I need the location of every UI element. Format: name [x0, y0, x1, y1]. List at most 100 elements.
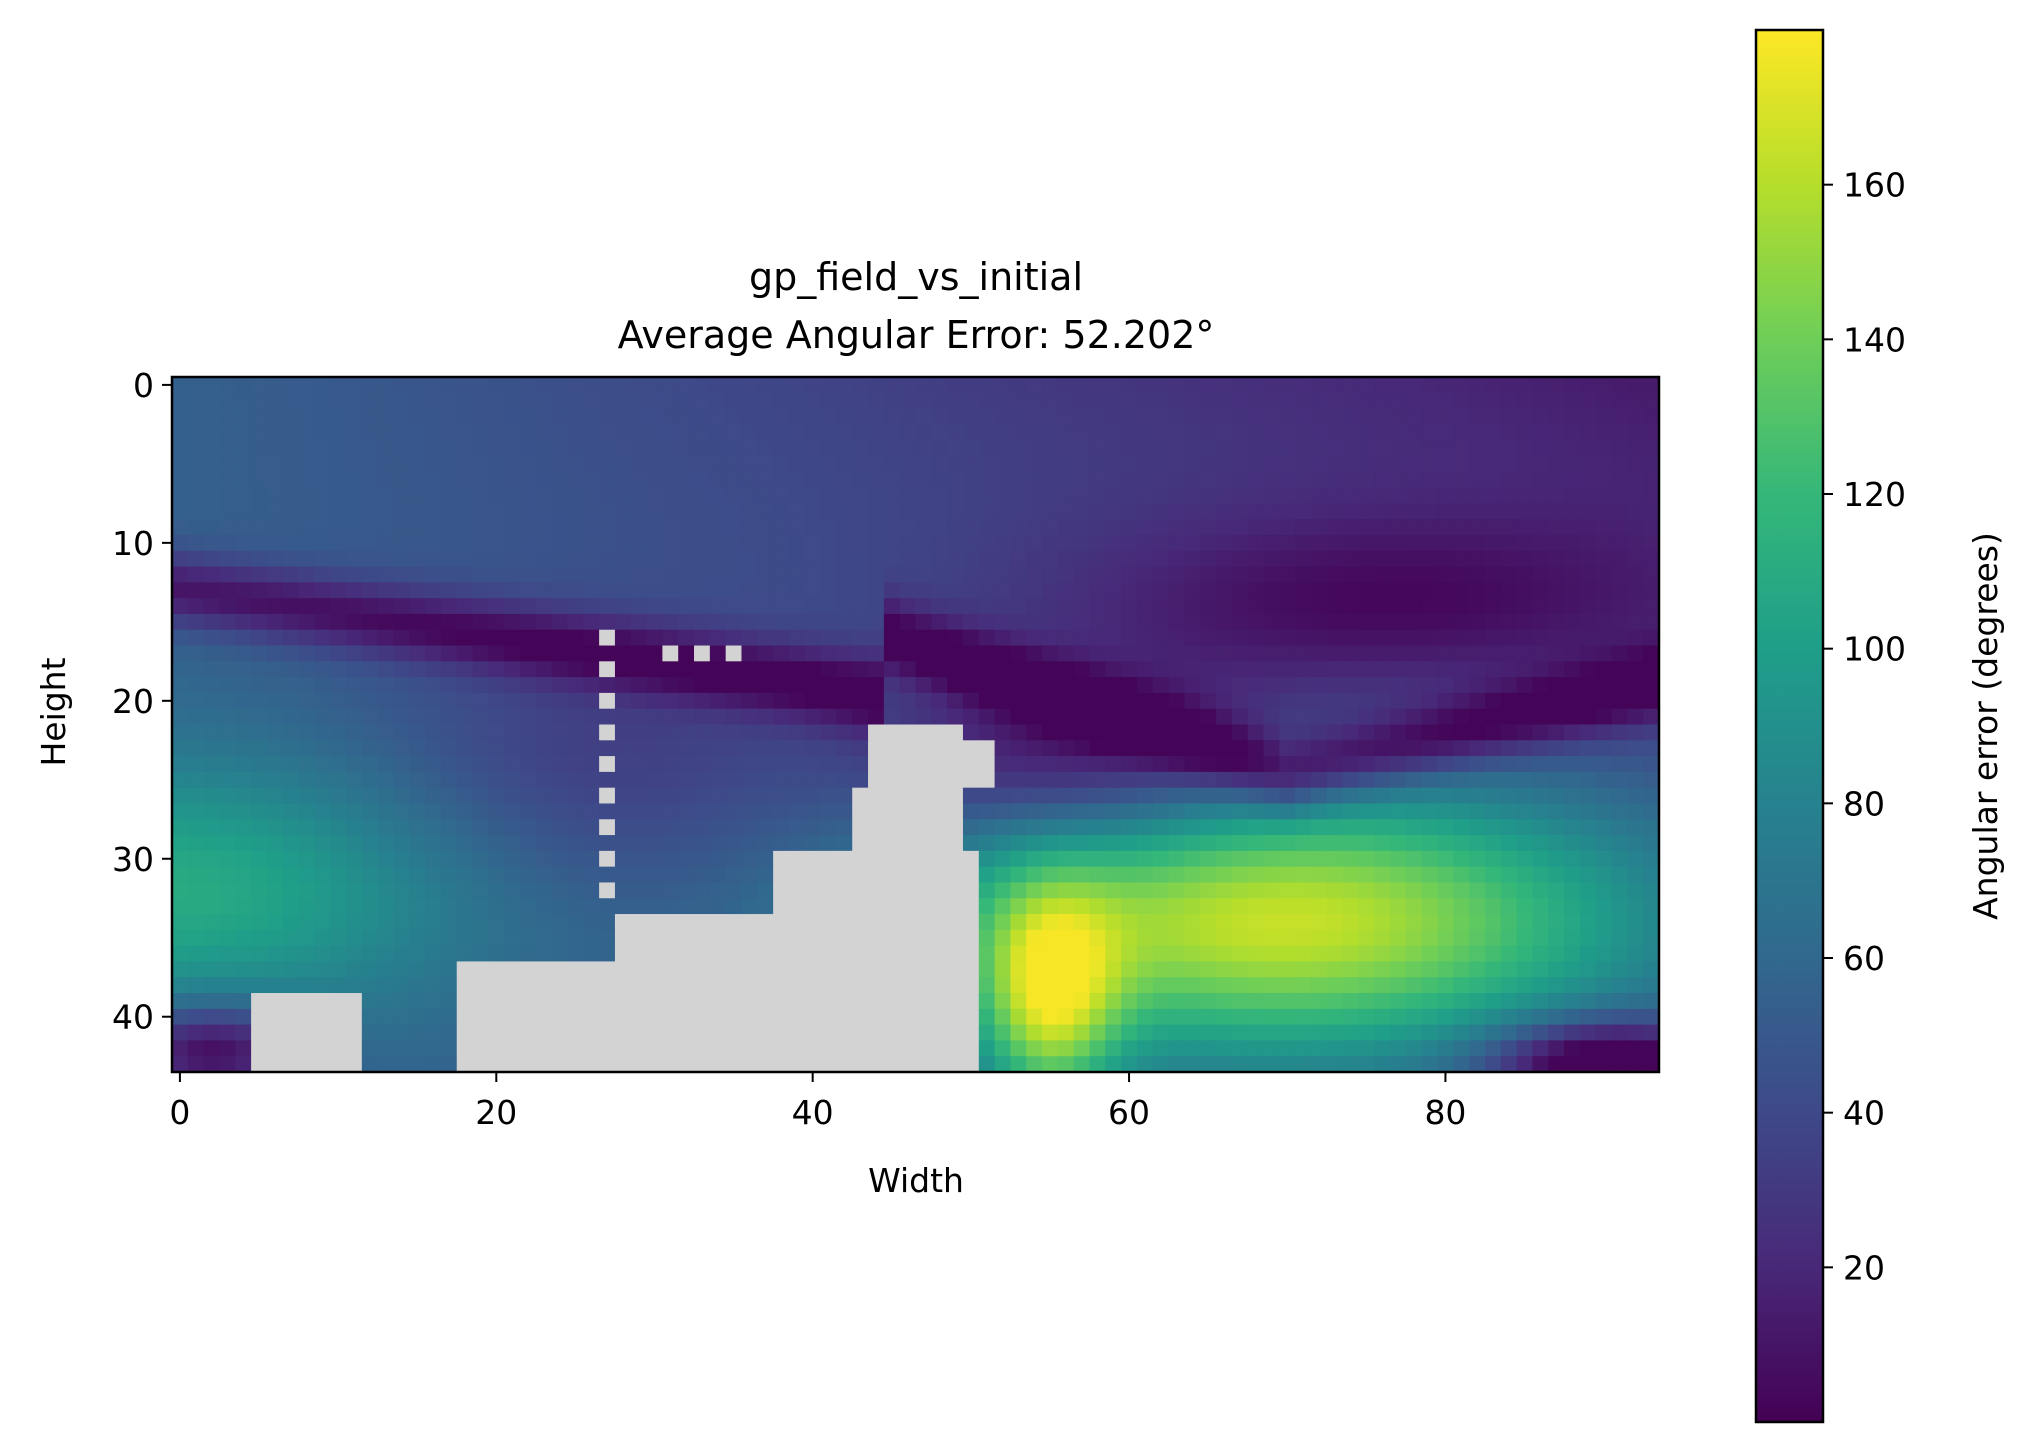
heatmap-cell [1469, 440, 1486, 457]
heatmap-cell [377, 866, 395, 884]
heatmap-cell [1136, 598, 1154, 615]
heatmap-cell [1437, 408, 1454, 425]
heatmap-cell [1342, 835, 1360, 852]
heatmap-cell [1390, 945, 1407, 963]
heatmap-cell [994, 487, 1012, 504]
heatmap-cell [899, 835, 917, 852]
x-axis: 0 20 40 60 80 [169, 1072, 1466, 1132]
heatmap-cell [1643, 882, 1659, 899]
heatmap-cell [962, 866, 980, 884]
heatmap-cell [1421, 756, 1439, 773]
heatmap-cell [520, 613, 537, 631]
heatmap-cell [757, 534, 774, 552]
heatmap-cell [1500, 645, 1518, 662]
heatmap-cell [409, 613, 426, 631]
heatmap-cell [535, 708, 553, 726]
heatmap-cell [1247, 598, 1265, 615]
heatmap-cell [646, 945, 663, 963]
heatmap-cell [630, 582, 648, 599]
heatmap-cell [1105, 724, 1122, 741]
heatmap-cell [1374, 692, 1391, 710]
heatmap-cell [1437, 392, 1454, 410]
heatmap-cell [1326, 534, 1344, 552]
heatmap-cell [1390, 534, 1407, 552]
heatmap-cell [472, 455, 489, 473]
heatmap-cell [551, 740, 569, 757]
heatmap-cell [1453, 771, 1470, 789]
heatmap-cell [1121, 866, 1138, 884]
heatmap-cell [203, 550, 221, 568]
heatmap-cell [1010, 613, 1027, 631]
heatmap-cell [694, 914, 711, 931]
heatmap-cell [361, 582, 379, 599]
heatmap-cell [1184, 882, 1201, 899]
heatmap-cell [219, 377, 236, 394]
heatmap-cell [472, 803, 489, 820]
heatmap-cell [1152, 740, 1170, 757]
heatmap-cell [788, 645, 806, 662]
heatmap-cell [1643, 1056, 1659, 1072]
heatmap-cell [583, 756, 600, 773]
heatmap-cell [978, 819, 996, 836]
heatmap-cell [488, 993, 505, 1010]
heatmap-cell [1326, 898, 1344, 915]
heatmap-cell [456, 487, 474, 504]
heatmap-cell [567, 408, 584, 425]
heatmap-cell [646, 645, 663, 662]
heatmap-cell [836, 677, 853, 694]
heatmap-cell [535, 598, 553, 615]
heatmap-cell [1152, 377, 1170, 394]
heatmap-cell [599, 677, 616, 694]
heatmap-cell [551, 645, 569, 662]
heatmap-cell [520, 471, 537, 489]
heatmap-cell [1437, 424, 1454, 441]
heatmap-cell [994, 503, 1012, 520]
heatmap-cell [915, 756, 932, 773]
heatmap-cell [330, 692, 347, 710]
heatmap-cell [1200, 582, 1217, 599]
heatmap-cell [709, 408, 727, 425]
heatmap-cell [614, 424, 632, 441]
heatmap-cell [694, 929, 711, 947]
heatmap-cell [488, 424, 505, 441]
heatmap-cell [1643, 803, 1659, 820]
heatmap-cell [1627, 1024, 1644, 1042]
heatmap-cell [1263, 708, 1280, 726]
heatmap-cell [488, 408, 505, 425]
heatmap-cell [1152, 945, 1170, 963]
heatmap-cell [298, 1008, 315, 1026]
heatmap-cell [962, 598, 980, 615]
heatmap-cell [440, 945, 458, 963]
heatmap-cell [203, 740, 221, 757]
heatmap-cell [219, 819, 236, 836]
heatmap-cell [899, 408, 917, 425]
heatmap-cell [1579, 582, 1597, 599]
heatmap-cell [298, 519, 315, 536]
heatmap-cell [915, 929, 932, 947]
heatmap-cell [1453, 645, 1470, 662]
heatmap-cell [1374, 677, 1391, 694]
heatmap-cell [1627, 471, 1644, 489]
heatmap-cell [1073, 424, 1091, 441]
heatmap-cell [1089, 677, 1106, 694]
heatmap-cell [820, 756, 838, 773]
heatmap-cell [1295, 487, 1312, 504]
heatmap-cell [298, 487, 315, 504]
heatmap-cell [551, 629, 569, 647]
heatmap-cell [1231, 645, 1249, 662]
heatmap-cell [852, 898, 869, 915]
heatmap-cell [947, 756, 964, 773]
heatmap-cell [962, 850, 980, 868]
heatmap-cell [1643, 534, 1659, 552]
heatmap-cell [978, 613, 996, 631]
heatmap-cell [298, 977, 315, 994]
heatmap-cell [709, 471, 727, 489]
heatmap-cell [251, 771, 268, 789]
heatmap-cell [361, 534, 379, 552]
heatmap-cell [1611, 819, 1628, 836]
heatmap-cell [1121, 487, 1138, 504]
heatmap-cell [1532, 677, 1549, 694]
heatmap-cell [583, 534, 600, 552]
heatmap-cell [1026, 819, 1043, 836]
heatmap-cell [630, 487, 648, 504]
